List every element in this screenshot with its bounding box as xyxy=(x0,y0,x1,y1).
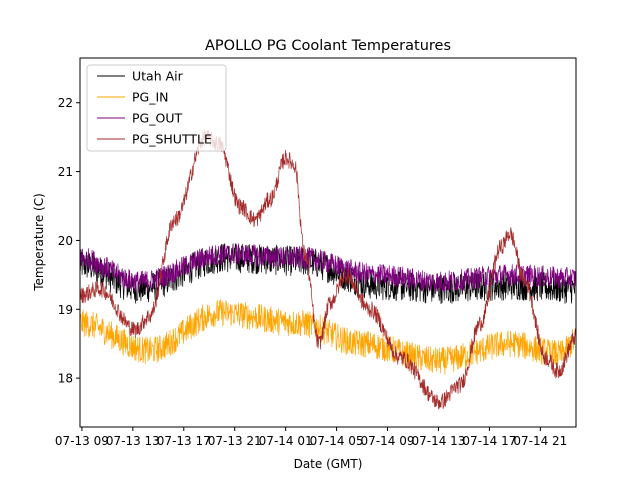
x-axis-label: Date (GMT) xyxy=(294,457,363,471)
x-tick-label: 07-13 09 xyxy=(55,434,109,448)
y-axis-label: Temperature (C) xyxy=(32,193,46,292)
axes-frame xyxy=(79,57,577,428)
y-tick-label: 21 xyxy=(58,165,73,179)
chart-title: APOLLO PG Coolant Temperatures xyxy=(205,38,451,54)
series-layer xyxy=(80,129,576,410)
x-tick-label: 07-13 13 xyxy=(106,434,160,448)
y-tick-label: 18 xyxy=(58,372,73,386)
legend-label: PG_OUT xyxy=(132,111,182,126)
legend-box xyxy=(86,64,227,152)
y-axis: 18 19 20 21 22 xyxy=(58,96,80,386)
x-tick-label: 07-14 05 xyxy=(310,434,364,448)
x-tick-label: 07-13 17 xyxy=(157,434,211,448)
x-tick-label: 07-14 13 xyxy=(411,434,465,448)
y-tick-label: 19 xyxy=(58,303,73,317)
legend-label: Utah Air xyxy=(132,69,184,84)
legend-label: PG_SHUTTLE xyxy=(132,132,212,147)
y-tick-label: 20 xyxy=(58,234,73,248)
plot-area xyxy=(79,57,577,428)
series-line-pg-shuttle xyxy=(80,129,576,410)
x-tick-label: 07-14 21 xyxy=(513,434,567,448)
y-tick-label: 22 xyxy=(58,96,73,110)
x-tick-label: 07-13 21 xyxy=(208,434,262,448)
x-tick-label: 07-14 09 xyxy=(361,434,415,448)
legend: Utah Air PG_IN PG_OUT PG_SHUTTLE xyxy=(86,64,227,152)
series-line-pg-in xyxy=(80,299,576,375)
x-tick-label: 07-14 01 xyxy=(259,434,313,448)
x-tick-label: 07-14 17 xyxy=(462,434,516,448)
legend-label: PG_IN xyxy=(132,90,169,105)
